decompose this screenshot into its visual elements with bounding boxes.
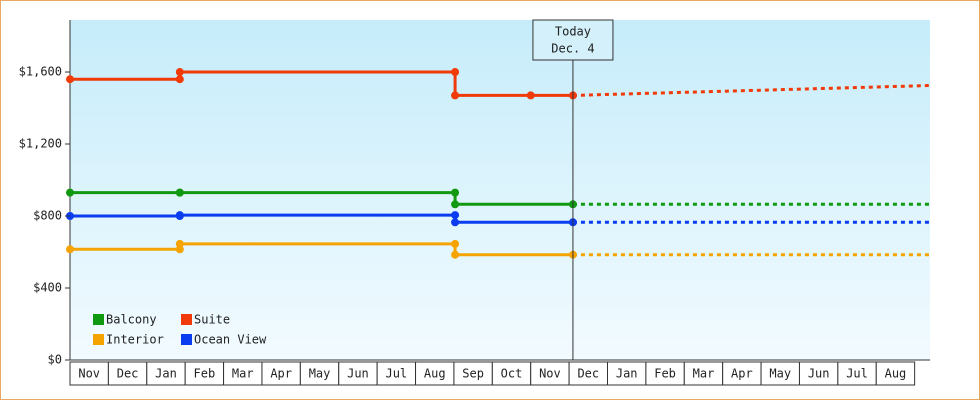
x-tick-label: Oct <box>501 367 523 381</box>
price-point <box>66 188 74 197</box>
x-tick-label: Dec <box>577 367 599 381</box>
y-tick-label: $1,200 <box>19 137 62 151</box>
price-point <box>66 245 74 254</box>
legend-swatch <box>93 334 104 345</box>
legend-swatch <box>181 334 192 345</box>
x-tick-label: Apr <box>731 367 753 381</box>
y-tick-label: $800 <box>33 209 62 223</box>
price-point <box>526 91 535 100</box>
plot-area <box>70 20 930 360</box>
price-point <box>175 188 184 197</box>
price-point <box>175 239 184 248</box>
x-tick-label: Jan <box>616 367 638 381</box>
price-point <box>451 218 460 227</box>
price-line <box>70 213 573 224</box>
x-tick-label: Mar <box>232 367 254 381</box>
x-tick-label: Jan <box>155 367 177 381</box>
x-tick-label: Jul <box>385 367 407 381</box>
legend-swatch <box>181 314 192 325</box>
price-point <box>175 68 184 77</box>
legend-label: Ocean View <box>194 333 267 347</box>
today-box <box>532 19 614 61</box>
price-point <box>175 211 184 220</box>
price-point <box>451 200 460 209</box>
x-tick-label: Aug <box>424 367 446 381</box>
price-point <box>175 75 184 84</box>
projection-line <box>572 84 931 97</box>
x-tick-label: Jul <box>846 367 868 381</box>
y-tick-label: $400 <box>33 281 62 295</box>
price-line <box>70 242 573 257</box>
x-tick-label: Nov <box>78 367 100 381</box>
legend-swatch <box>93 314 104 325</box>
x-tick-label: Apr <box>270 367 292 381</box>
x-tick-cell <box>875 361 916 386</box>
legend-label: Balcony <box>106 313 157 327</box>
y-tick-label: $1,600 <box>19 65 62 79</box>
x-tick-label: Mar <box>693 367 715 381</box>
x-tick-label: Aug <box>885 367 907 381</box>
x-tick-label: Feb <box>194 367 216 381</box>
legend: Balcony Suite Interior Ocean View <box>93 313 267 347</box>
today-date: Dec. 4 <box>551 42 594 56</box>
legend-label: Interior <box>106 333 164 347</box>
price-point <box>451 68 460 77</box>
x-tick-label: Nov <box>539 367 561 381</box>
x-tick-label: Jun <box>808 367 830 381</box>
x-tick-label: May <box>309 367 331 381</box>
price-point <box>451 188 460 197</box>
today-label: Today <box>555 25 591 39</box>
price-point <box>66 75 74 84</box>
x-tick-label: May <box>769 367 791 381</box>
price-point <box>451 211 460 220</box>
price-point <box>451 239 460 248</box>
price-point <box>451 91 460 100</box>
x-tick-label: Sep <box>462 367 484 381</box>
x-tick-label: Jun <box>347 367 369 381</box>
x-tick-label: Feb <box>654 367 676 381</box>
x-tick-label: Dec <box>117 367 139 381</box>
y-tick-label: $0 <box>48 353 62 367</box>
legend-label: Suite <box>194 313 230 327</box>
price-point <box>451 250 460 259</box>
